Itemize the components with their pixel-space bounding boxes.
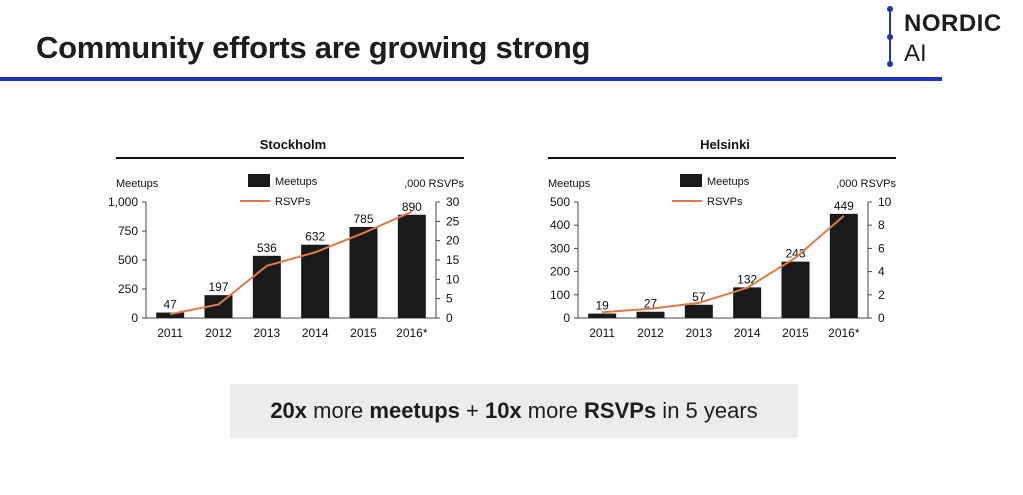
callout-rsvps: RSVPs xyxy=(584,398,657,423)
right-axis-title: ,000 RSVPs xyxy=(404,178,464,190)
left-tick-label: 1,000 xyxy=(108,195,138,209)
x-tick-label: 2013 xyxy=(253,326,280,340)
x-tick-label: 2012 xyxy=(205,326,232,340)
nordic-ai-logo: NORDIC AI xyxy=(887,6,1019,68)
left-tick-label: 500 xyxy=(550,195,570,209)
x-tick-label: 2013 xyxy=(685,326,712,340)
logo-dot-middle xyxy=(887,34,893,40)
callout-plus: + xyxy=(459,398,485,423)
left-tick-label: 500 xyxy=(118,253,138,267)
left-tick-label: 250 xyxy=(118,282,138,296)
title-underline xyxy=(0,77,942,81)
right-tick-label: 30 xyxy=(446,195,460,209)
logo-dot-top xyxy=(887,6,893,12)
right-tick-label: 15 xyxy=(446,253,460,267)
x-tick-label: 2014 xyxy=(302,326,329,340)
bar-data-label: 632 xyxy=(305,230,325,244)
legend-rsvps-label: RSVPs xyxy=(275,196,311,208)
callout-meetups: meetups xyxy=(369,398,460,423)
x-tick-label: 2015 xyxy=(350,326,377,340)
right-tick-label: 6 xyxy=(878,241,885,255)
slide-title: Community efforts are growing strong xyxy=(36,30,591,65)
right-tick-label: 0 xyxy=(878,311,885,325)
right-tick-label: 4 xyxy=(878,265,885,279)
right-tick-label: 10 xyxy=(446,272,460,286)
right-tick-label: 20 xyxy=(446,234,460,248)
bar-data-label: 536 xyxy=(257,241,277,255)
right-tick-label: 5 xyxy=(446,292,453,306)
bar xyxy=(684,304,713,318)
bar-data-label: 27 xyxy=(644,297,658,311)
right-tick-label: 10 xyxy=(878,195,892,209)
bar xyxy=(397,214,426,318)
bar xyxy=(156,312,185,318)
left-tick-label: 300 xyxy=(550,241,570,255)
legend-meetups-swatch xyxy=(248,174,270,187)
bar xyxy=(733,287,762,318)
left-axis-title: Meetups xyxy=(548,178,591,190)
summary-callout: 20x more meetups + 10x more RSVPs in 5 y… xyxy=(230,384,798,438)
bar xyxy=(204,295,233,318)
x-tick-label: 2011 xyxy=(157,326,183,340)
x-tick-label: 2011 xyxy=(589,326,615,340)
callout-rsvp-multiplier: 10x xyxy=(484,398,522,423)
x-tick-label: 2012 xyxy=(637,326,664,340)
bar-data-label: 47 xyxy=(163,298,177,312)
chart-title: Stockholm xyxy=(260,137,326,152)
logo-dot-bottom xyxy=(887,61,893,67)
x-tick-label: 2016* xyxy=(828,326,860,340)
legend-meetups-swatch xyxy=(680,174,702,187)
stockholm-chart: Stockholm Meetups ,000 RSVPs Meetups RSVPs 0 2… xyxy=(108,137,465,340)
x-tick-label: 2016* xyxy=(396,326,428,340)
bar xyxy=(781,261,810,318)
bar-data-label: 243 xyxy=(785,247,805,261)
bar-data-label: 890 xyxy=(402,200,422,214)
chart-title: Helsinki xyxy=(700,137,750,152)
left-tick-label: 200 xyxy=(550,265,570,279)
x-tick-label: 2014 xyxy=(734,326,761,340)
bar xyxy=(349,226,378,318)
bar-data-label: 57 xyxy=(692,290,706,304)
x-tick-label: 2015 xyxy=(782,326,809,340)
bar xyxy=(588,313,617,318)
callout-text: more xyxy=(307,398,370,423)
bar-data-label: 197 xyxy=(208,280,228,294)
logo-text-ai: AI xyxy=(904,40,927,67)
bar xyxy=(636,311,665,318)
callout-text: in 5 years xyxy=(656,398,758,423)
left-tick-label: 0 xyxy=(563,311,570,325)
legend-meetups-label: Meetups xyxy=(707,176,750,188)
right-tick-label: 8 xyxy=(878,218,885,232)
bar-data-label: 449 xyxy=(834,199,854,213)
bar-data-label: 132 xyxy=(737,272,757,286)
legend-meetups-label: Meetups xyxy=(275,176,318,188)
left-tick-label: 750 xyxy=(118,224,138,238)
right-tick-label: 2 xyxy=(878,288,885,302)
helsinki-chart: Helsinki Meetups ,000 RSVPs Meetups RSVPs 0 10… xyxy=(548,137,896,340)
callout-text: more xyxy=(521,398,585,423)
left-tick-label: 400 xyxy=(550,218,570,232)
left-tick-label: 0 xyxy=(131,311,138,325)
rsvp-line xyxy=(169,210,413,316)
left-axis-title: Meetups xyxy=(116,178,159,190)
bar-data-label: 785 xyxy=(353,212,373,226)
rsvp-line xyxy=(602,215,845,314)
logo-text-nordic: NORDIC xyxy=(904,10,1002,37)
right-tick-label: 0 xyxy=(446,311,453,325)
right-tick-label: 25 xyxy=(446,214,460,228)
bar-data-label: 19 xyxy=(595,299,609,313)
legend-rsvps-label: RSVPs xyxy=(707,196,743,208)
callout-meetup-multiplier: 20x xyxy=(270,398,308,423)
right-axis-title: ,000 RSVPs xyxy=(836,178,896,190)
bar xyxy=(829,213,858,318)
left-tick-label: 100 xyxy=(550,288,570,302)
bar xyxy=(301,244,330,318)
